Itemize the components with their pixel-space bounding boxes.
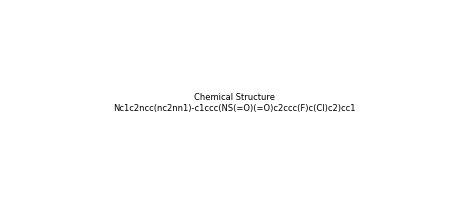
Text: Chemical Structure
Nc1c2ncc(nc2nn1)-c1ccc(NS(=O)(=O)c2ccc(F)c(Cl)c2)cc1: Chemical Structure Nc1c2ncc(nc2nn1)-c1cc… [113, 93, 355, 113]
